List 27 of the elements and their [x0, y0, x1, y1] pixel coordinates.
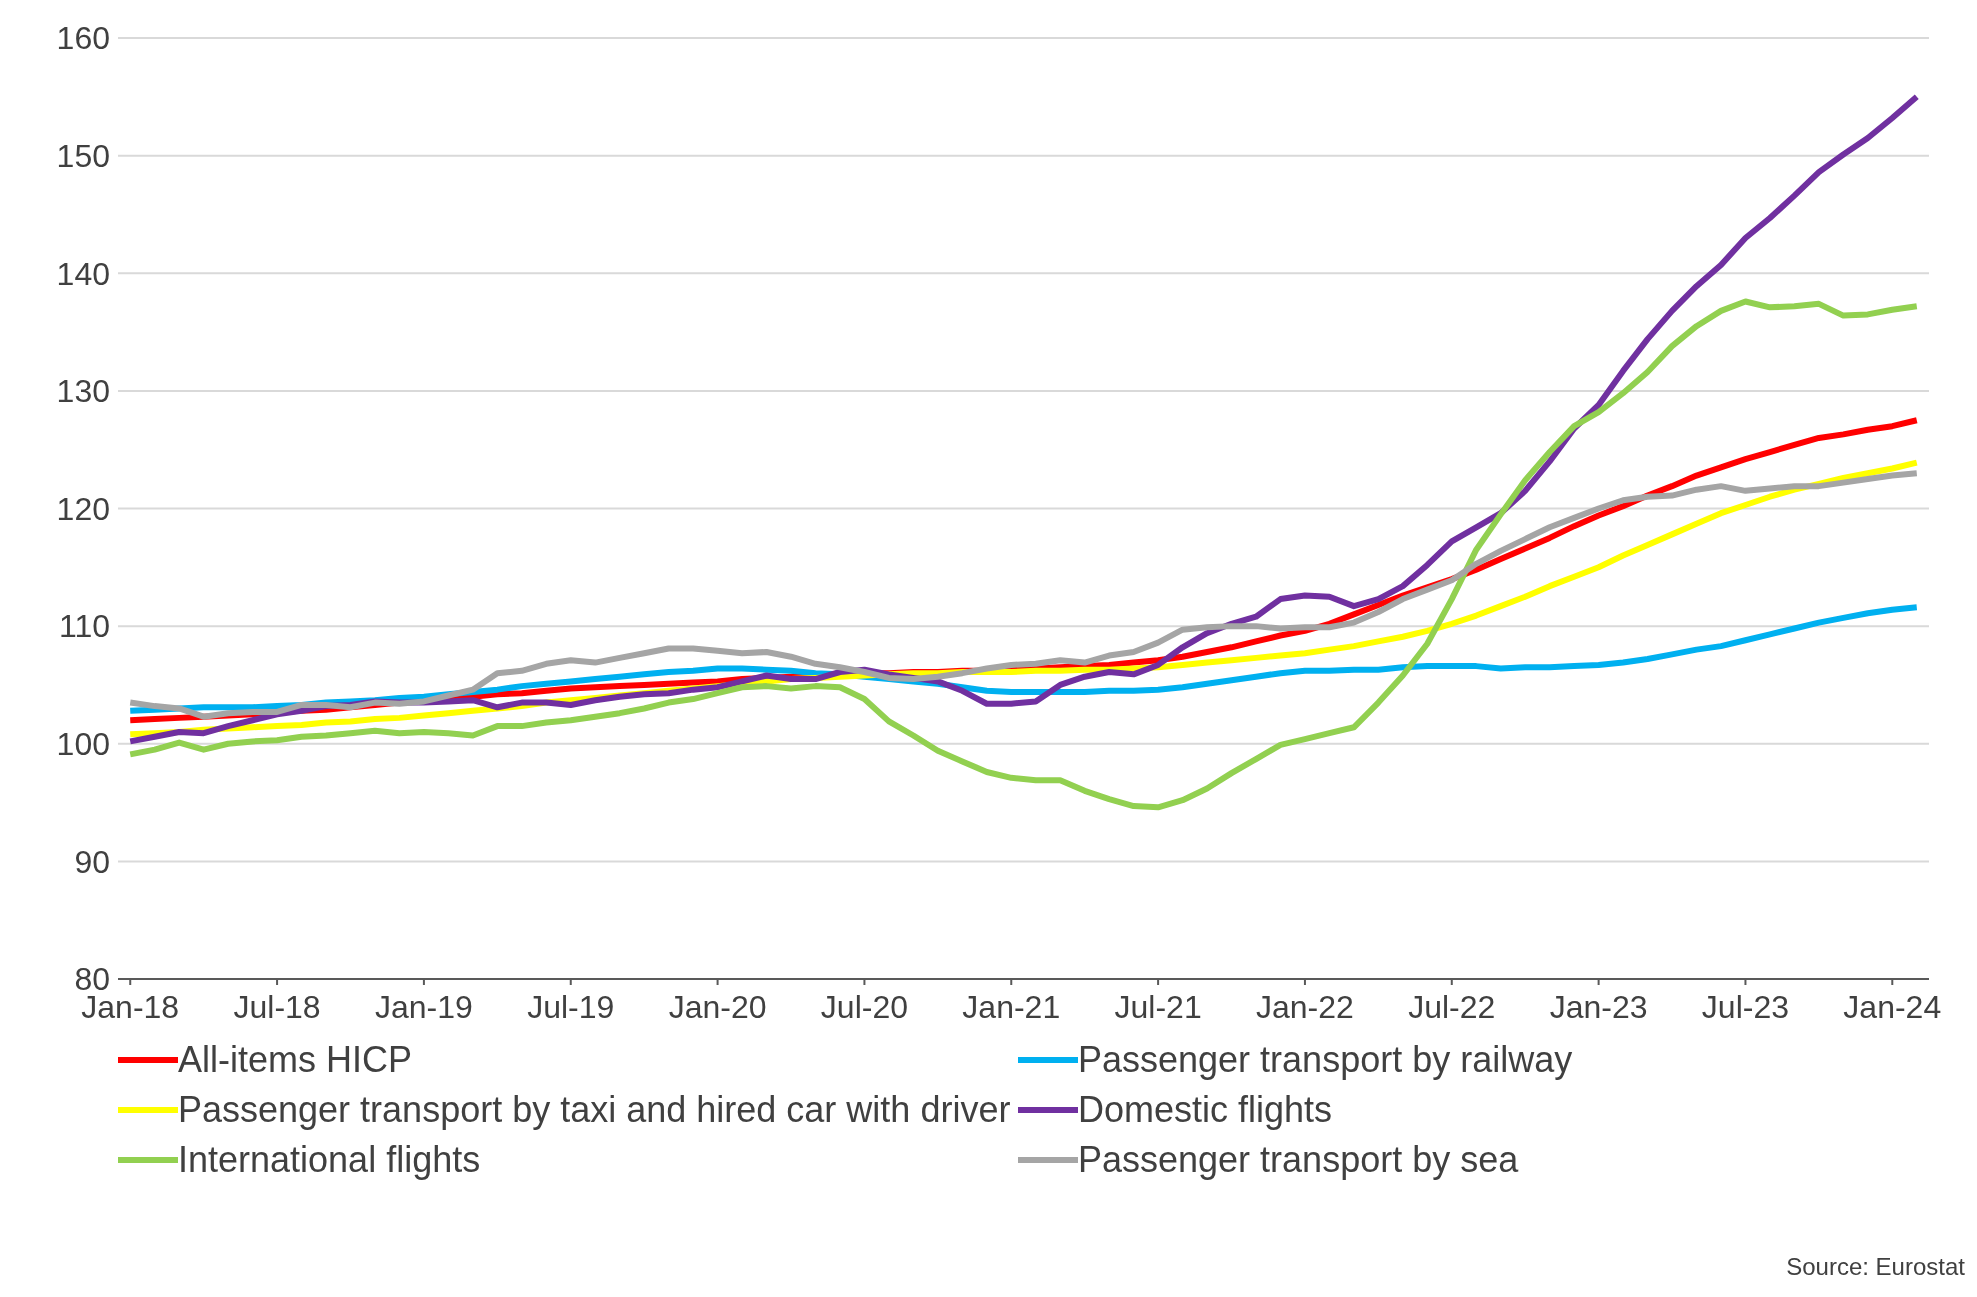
x-tick-label: Jul-21 [1114, 988, 1202, 1025]
y-tick-label: 160 [56, 20, 110, 57]
y-tick-label: 90 [74, 843, 110, 880]
legend-label: All-items HICP [178, 1039, 413, 1081]
y-tick-label: 110 [58, 608, 110, 645]
y-tick-label: 100 [56, 726, 110, 763]
y-tick-label: 150 [56, 137, 110, 174]
x-tick-label: Jan-20 [668, 988, 767, 1025]
legend-label: Passenger transport by railway [1078, 1039, 1573, 1081]
legend-label: Passenger transport by taxi and hired car with driver [178, 1089, 1011, 1131]
x-tick-label: Jul-19 [527, 988, 615, 1025]
y-tick-label: 140 [56, 255, 110, 292]
x-tick-label: Jan-19 [374, 988, 473, 1025]
y-tick-label: 120 [56, 490, 110, 527]
x-tick-label: Jul-18 [233, 988, 321, 1025]
legend-label: Passenger transport by sea [1078, 1139, 1519, 1181]
y-tick-label: 130 [56, 373, 110, 410]
x-tick-label: Jul-22 [1408, 988, 1496, 1025]
x-tick-label: Jan-22 [1256, 988, 1354, 1025]
legend-label: International flights [178, 1139, 481, 1181]
x-tick-label: Jul-20 [820, 988, 908, 1025]
source-note: Source: Eurostat [1786, 1253, 1965, 1281]
legend-label: Domestic flights [1078, 1089, 1333, 1131]
x-tick-label: Jan-21 [962, 988, 1061, 1025]
x-tick-label: Jan-24 [1843, 988, 1942, 1025]
x-tick-label: Jul-23 [1701, 988, 1790, 1025]
x-tick-label: Jan-23 [1549, 988, 1648, 1025]
